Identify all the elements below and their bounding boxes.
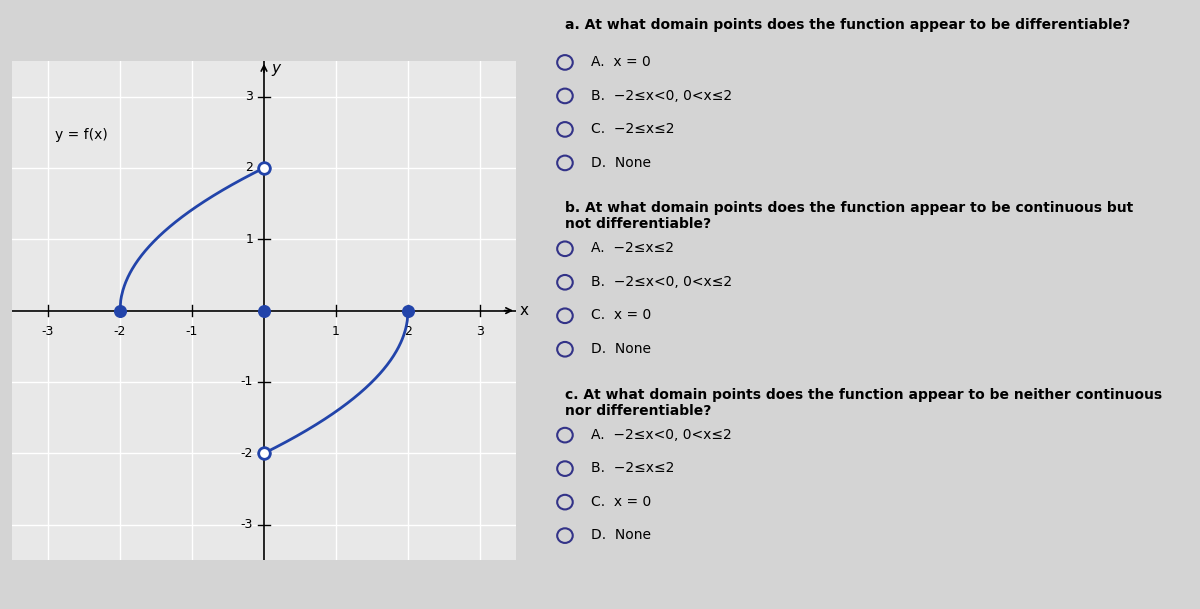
Point <box>254 306 274 315</box>
Text: 3: 3 <box>245 90 253 103</box>
Text: -1: -1 <box>186 325 198 338</box>
Text: 1: 1 <box>332 325 340 338</box>
Text: B.  −2≤x≤2: B. −2≤x≤2 <box>590 462 674 475</box>
Text: y: y <box>271 61 281 76</box>
Text: D.  None: D. None <box>590 156 650 169</box>
Text: a. At what domain points does the function appear to be differentiable?: a. At what domain points does the functi… <box>565 18 1130 32</box>
Text: 2: 2 <box>404 325 412 338</box>
Text: 3: 3 <box>476 325 484 338</box>
Text: C.  −2≤x≤2: C. −2≤x≤2 <box>590 122 674 136</box>
Text: D.  None: D. None <box>590 342 650 356</box>
Text: b. At what domain points does the function appear to be continuous but
not diffe: b. At what domain points does the functi… <box>565 202 1133 231</box>
Point <box>398 306 418 315</box>
Text: C.  x = 0: C. x = 0 <box>590 495 652 509</box>
Text: A.  −2≤x≤2: A. −2≤x≤2 <box>590 242 674 255</box>
Text: -2: -2 <box>241 447 253 460</box>
Text: A.  −2≤x<0, 0<x≤2: A. −2≤x<0, 0<x≤2 <box>590 428 732 442</box>
Text: D.  None: D. None <box>590 529 650 542</box>
Text: B.  −2≤x<0, 0<x≤2: B. −2≤x<0, 0<x≤2 <box>590 89 732 102</box>
Text: -2: -2 <box>114 325 126 338</box>
Text: x: x <box>520 303 529 318</box>
Point <box>110 306 130 315</box>
Text: c. At what domain points does the function appear to be neither continuous
nor d: c. At what domain points does the functi… <box>565 388 1162 418</box>
Point <box>254 163 274 173</box>
Text: -1: -1 <box>241 375 253 389</box>
Text: 1: 1 <box>245 233 253 246</box>
Text: -3: -3 <box>241 518 253 531</box>
Text: -3: -3 <box>42 325 54 338</box>
Point <box>254 448 274 458</box>
Text: 2: 2 <box>245 161 253 174</box>
Text: A.  x = 0: A. x = 0 <box>590 55 650 69</box>
Text: B.  −2≤x<0, 0<x≤2: B. −2≤x<0, 0<x≤2 <box>590 275 732 289</box>
Text: y = f(x): y = f(x) <box>55 128 108 143</box>
Text: C.  x = 0: C. x = 0 <box>590 309 652 322</box>
